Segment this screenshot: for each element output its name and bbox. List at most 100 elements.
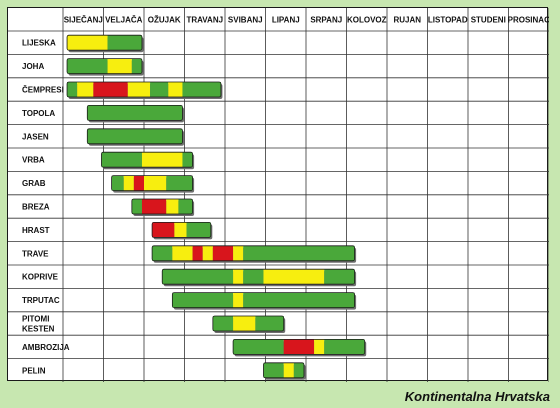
bar-outline [212,315,285,332]
bar-segment-medium [123,175,134,191]
row-label: JOHA [22,62,44,71]
month-header-2: VELJAČA [105,16,143,25]
bar-segment-low [212,316,234,331]
month-header-4: TRAVANJ [186,16,223,25]
bar-segment-high [152,222,175,238]
row-label: AMBROZIJA [22,343,70,352]
bar-segment-high [283,339,315,355]
bar-segment-medium [172,245,193,261]
bar-segment-medium [67,35,108,51]
bar-segment-low [101,152,142,168]
bar-segment-low [131,58,142,74]
bar-segment-low [152,245,173,261]
bar-segment-low [111,175,124,191]
row-label: PITOMI [22,315,49,324]
row-label: BREZA [22,203,50,212]
row-label: TRAVE [22,249,49,258]
bar-segment-low [162,269,234,285]
month-header-8: KOLOVOZ [347,16,387,25]
bar-segment-medium [263,269,325,285]
bar-segment-low [255,316,284,331]
bar-outline [111,175,193,192]
bar-segment-low [233,339,284,355]
bar-segment-low [182,152,193,168]
row-label: TOPOLA [22,109,55,118]
bar-segment-medium [166,199,179,214]
bar-segment-low [243,269,264,285]
bar-outline [131,198,193,215]
bar-segment-medium [141,152,183,168]
bar-outline [151,245,356,262]
bar-segment-medium [233,245,244,261]
bar-outline [86,105,183,121]
month-header-5: SVIBANJ [228,16,263,25]
month-header-1: SIJEČANJ [64,16,103,25]
month-header-9: RUJAN [393,16,421,25]
pollen-calendar-svg: SIJEČANJ VELJAČA OŽUJAK TRAVANJ SVIBANJ LIPAN… [8,8,549,382]
bar-segment-low [243,245,355,261]
bar-segment-medium [174,222,187,238]
bar-segment-high [133,175,144,191]
bar-outline [161,268,356,285]
row-label: JASEN [22,132,49,141]
bar-segment-high [212,245,234,261]
bar-segment-low [67,58,108,74]
bar-segment-medium [202,245,213,261]
bar-segment-high [93,82,128,97]
bar-segment-medium [314,339,325,355]
bar-segment-low [178,199,193,214]
bar-segment-low [293,362,304,378]
row-label: PELIN [22,366,46,375]
bar-segment-low [67,82,78,97]
bar-segment-medium [127,82,151,97]
pollen-calendar-table: SIJEČANJ VELJAČA OŽUJAK TRAVANJ SVIBANJ LIPAN… [7,7,549,382]
region-caption: Kontinentalna Hrvatska [404,389,550,404]
bar-segment-low [186,222,211,238]
bar-segment-high [141,199,167,214]
bar-segment-low [87,128,183,144]
bar-segment-low [131,199,142,214]
bar-outline [86,128,183,145]
month-header-12: PROSINAC [508,16,549,25]
month-header-6: LIPANJ [272,16,300,25]
month-header-3: OŽUJAK [148,16,181,25]
bar-segment-low [87,105,183,121]
month-header-7: SRPANJ [310,16,342,25]
bar-segment-low [182,82,221,97]
bar-segment-low [172,292,234,308]
row-label: KOPRIVE [22,273,59,282]
bar-outline [171,292,356,309]
bar-segment-medium [107,58,132,74]
bar-segment-low [263,362,284,378]
bar-outline [151,221,212,238]
bar-segment-low [107,35,142,51]
month-header-10: LISTOPAD [428,16,468,25]
bar-outline [66,34,143,51]
bar-outline [66,81,222,98]
bar-segment-medium [144,175,167,191]
row-label: ČEMPRESI [22,86,64,95]
bar-outline [263,362,305,379]
bar-segment-medium [168,82,183,97]
bar-segment-medium [233,269,244,285]
row-label: KESTEN [22,325,55,334]
bar-segment-low [166,175,193,191]
bar-segment-medium [233,292,244,308]
bar-segment-high [192,245,203,261]
row-label: GRAB [22,179,46,188]
month-header-11: STUDENI [471,16,506,25]
bar-segment-low [324,269,355,285]
bar-outline [232,338,366,355]
row-label: LIJESKA [22,39,56,48]
bar-outline [101,151,193,168]
bar-segment-medium [77,82,94,97]
row-label: HRAST [22,226,50,235]
bar-outline [66,58,143,74]
row-label: VRBA [22,156,45,165]
bar-segment-medium [283,362,294,378]
row-label: TRPUTAC [22,296,60,305]
bar-segment-low [243,292,355,308]
bar-segment-low [150,82,169,97]
bar-segment-low [324,339,365,355]
